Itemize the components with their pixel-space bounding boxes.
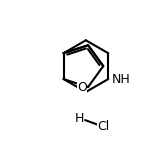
Text: NH: NH [112,73,131,86]
Text: Cl: Cl [97,120,109,133]
Text: O: O [77,81,87,93]
Text: H: H [74,112,84,125]
